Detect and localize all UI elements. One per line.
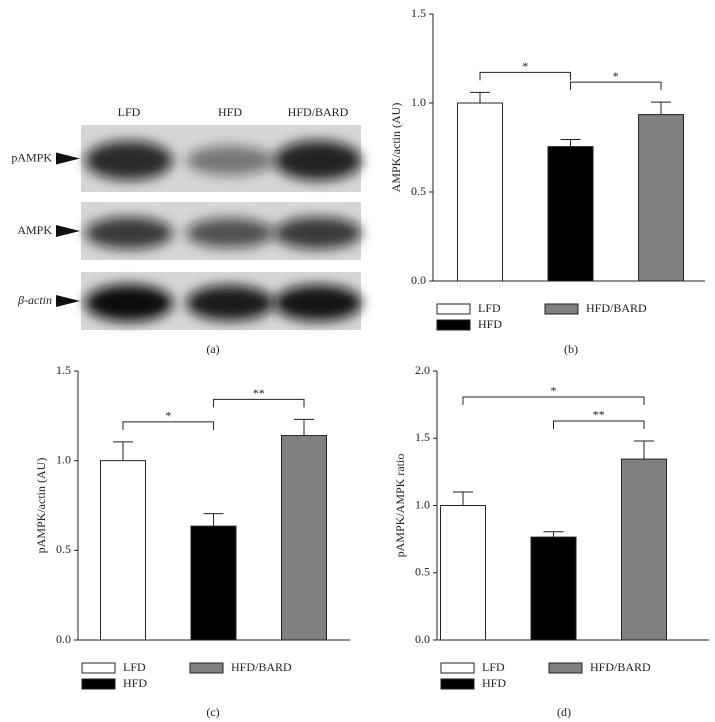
panel-caption: (a) (206, 342, 219, 356)
significance-label: * (165, 409, 171, 423)
significance-label: * (551, 384, 557, 398)
legend-swatch (544, 303, 579, 315)
blot-band (85, 284, 173, 322)
bar-chart: 0.0 0.5 1.0 1.5 AMPK/actin (AU) * * LFD HFD HFD/B… (389, 6, 705, 356)
y-tick-label: 0.5 (56, 542, 71, 556)
legend-swatch (436, 303, 471, 315)
legend-swatch (548, 662, 583, 674)
blot-band (85, 216, 173, 250)
legend-swatch (81, 678, 116, 690)
significance-bracket (122, 421, 214, 430)
row-label: AMPK (17, 223, 52, 237)
legend-swatch (440, 678, 475, 690)
y-tick-label: 1.0 (415, 497, 430, 511)
bar (638, 114, 684, 282)
blot-band (274, 216, 362, 250)
row-label: β-actin (17, 293, 52, 307)
lane-label: HFD/BARD (288, 105, 349, 119)
legend-label: HFD (123, 676, 147, 690)
arrowhead (56, 295, 80, 307)
legend-swatch (436, 319, 471, 331)
y-axis-label: pAMPK/AMPK ratio (393, 454, 407, 558)
bar (530, 536, 577, 641)
y-tick-label: 1.5 (56, 363, 71, 377)
y-tick-label: 1.5 (415, 430, 430, 444)
bar (281, 435, 327, 641)
y-tick-label: 1.0 (411, 95, 426, 109)
legend-label: HFD (482, 676, 506, 690)
legend-label: LFD (478, 301, 501, 315)
legend-label: HFD/BARD (586, 301, 647, 315)
legend-label: HFD (478, 317, 502, 331)
row-label: pAMPK (11, 150, 52, 164)
blot-band (274, 140, 362, 181)
y-axis-label: AMPK/actin (AU) (389, 103, 403, 193)
blot-band (85, 140, 173, 181)
y-tick-label: 1.0 (56, 452, 71, 466)
significance-label: * (613, 69, 619, 83)
significance-bracket (462, 396, 645, 405)
legend-label: HFD/BARD (231, 660, 292, 674)
significance-bracket (213, 398, 305, 408)
blot-row (81, 272, 362, 330)
y-tick-label: 0.0 (415, 632, 430, 646)
significance-label: * (522, 59, 528, 73)
lane-label: HFD (218, 105, 242, 119)
significance-label: ** (253, 386, 265, 400)
significance-bracket (479, 71, 571, 81)
legend-label: HFD/BARD (590, 660, 651, 674)
legend-label: LFD (123, 660, 146, 674)
legend-swatch (440, 662, 475, 674)
significance-bracket (570, 81, 662, 91)
blot-band (186, 218, 274, 248)
panel-caption: (c) (206, 705, 219, 719)
legend-swatch (189, 662, 224, 674)
blot-band (186, 285, 274, 321)
y-tick-label: 1.5 (411, 6, 426, 20)
blot-row (81, 202, 362, 260)
arrowhead (56, 152, 80, 165)
y-tick-label: 0.0 (56, 632, 71, 646)
y-tick-label: 2.0 (415, 363, 430, 377)
y-tick-label: 0.0 (411, 273, 426, 287)
panel-caption: (d) (557, 705, 571, 719)
bar (440, 505, 486, 641)
blot-band (186, 145, 274, 176)
bar (100, 460, 146, 641)
y-tick-label: 0.5 (415, 565, 430, 579)
bar (190, 525, 237, 641)
bar (621, 458, 667, 641)
blot-band (274, 284, 362, 322)
y-axis-label: pAMPK/actin (AU) (34, 458, 48, 554)
bar (547, 146, 594, 282)
legend-label: LFD (482, 660, 505, 674)
legend-swatch (81, 662, 116, 674)
significance-label: ** (593, 408, 605, 422)
arrowhead (56, 225, 80, 237)
significance-bracket (553, 420, 645, 429)
panel-caption: (b) (564, 342, 578, 356)
bar (457, 102, 503, 282)
blot-row (81, 125, 362, 192)
y-tick-label: 0.5 (411, 184, 426, 198)
lane-label: LFD (118, 105, 141, 119)
